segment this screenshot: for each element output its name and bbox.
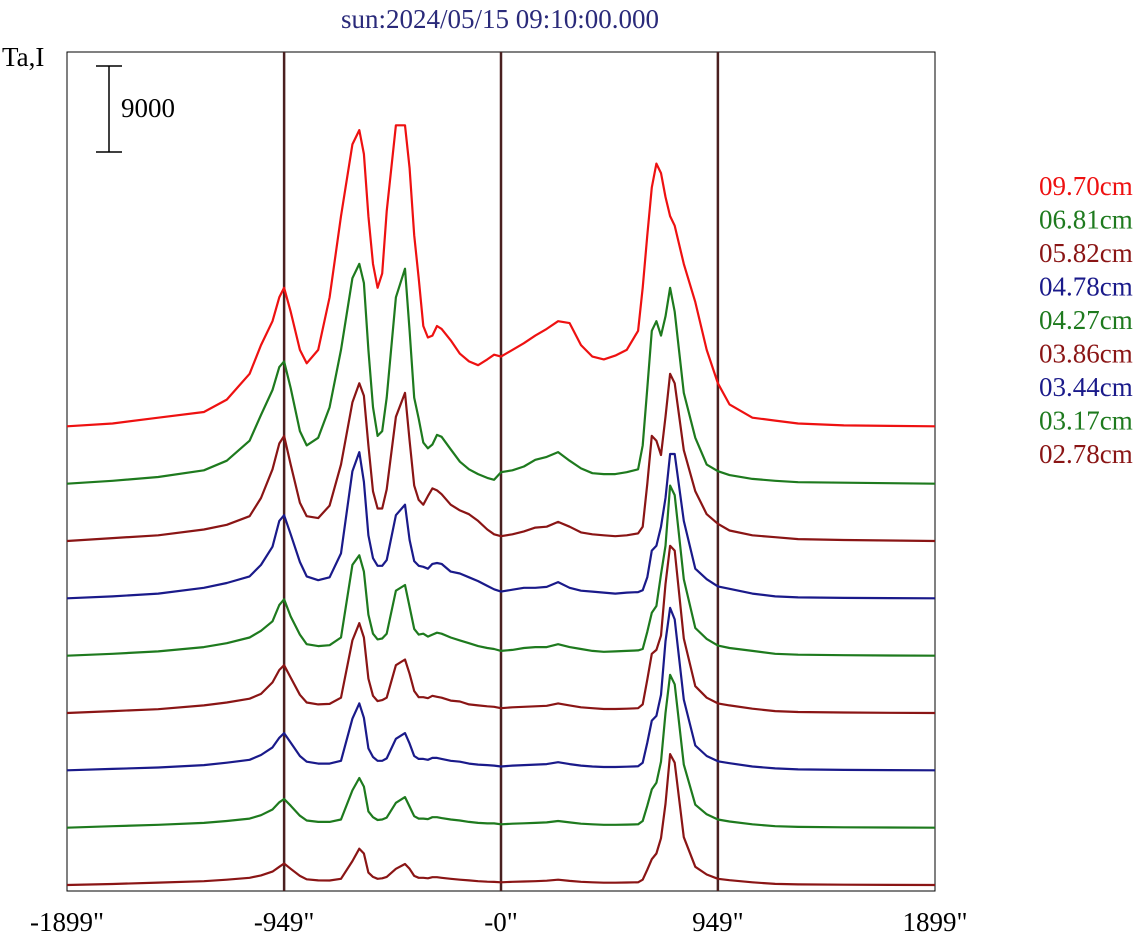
- y-axis-label: Ta,I: [2, 42, 44, 72]
- x-tick-label: 949": [692, 907, 744, 937]
- series-line-06.81cm: [66, 262, 936, 485]
- scale-bar-label: 9000: [121, 93, 175, 123]
- scale-bar: 9000: [96, 65, 175, 153]
- chart-title: sun:2024/05/15 09:10:00.000: [341, 4, 659, 34]
- series-line-04.27cm: [66, 484, 936, 657]
- legend-entry: 03.86cm: [1039, 339, 1133, 369]
- legend-entry: 04.27cm: [1039, 305, 1133, 335]
- legend-entry: 06.81cm: [1039, 205, 1133, 235]
- legend-entry: 04.78cm: [1039, 272, 1133, 302]
- legend-entry: 09.70cm: [1039, 171, 1133, 201]
- x-tick-label: -0": [484, 907, 518, 937]
- x-tick-label: 1899": [902, 907, 967, 937]
- x-tick-labels: -1899" -949" -0" 949" 1899": [30, 907, 968, 937]
- legend-entry: 03.17cm: [1039, 406, 1133, 436]
- legend-entry: 05.82cm: [1039, 238, 1133, 268]
- legend-entry: 03.44cm: [1039, 372, 1133, 402]
- series-line-02.78cm: [66, 752, 936, 887]
- x-tick-label: -949": [254, 907, 315, 937]
- x-tick-label: -1899": [30, 907, 104, 937]
- series-line-09.70cm: [66, 124, 936, 428]
- legend-entry: 02.78cm: [1039, 439, 1133, 469]
- series-line-03.44cm: [66, 606, 936, 772]
- traces: [66, 124, 936, 887]
- series-line-03.17cm: [66, 673, 936, 829]
- series-line-03.86cm: [66, 544, 936, 715]
- series-line-05.82cm: [66, 372, 936, 543]
- series-line-04.78cm: [66, 451, 936, 600]
